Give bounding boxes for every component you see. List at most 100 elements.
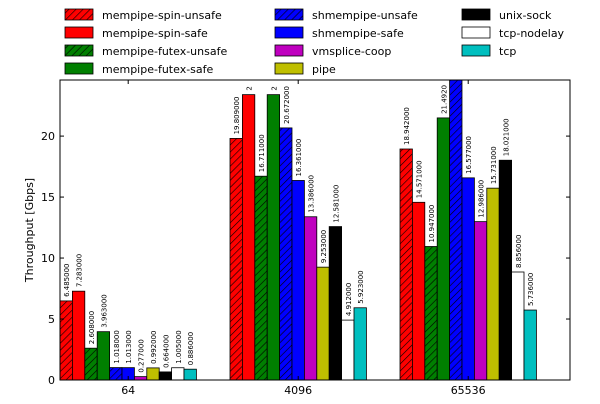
bar-value-label: 10.947000: [428, 205, 436, 243]
legend-label: unix-sock: [499, 9, 552, 22]
y-tick-label: 20: [41, 130, 55, 143]
bar-value-label: 2.608000: [88, 311, 96, 344]
bar-value-label: 20.672000: [283, 86, 291, 124]
bar: [511, 271, 525, 381]
legend-label: vmsplice-coop: [312, 45, 391, 58]
bar-value-label: 1.018000: [113, 330, 121, 363]
plot-frame: [59, 79, 571, 381]
bar-value-label: 12.581000: [332, 185, 340, 223]
bar-value-label: 18.942000: [403, 107, 411, 145]
bar-value-label: 14.571000: [416, 160, 424, 198]
bar: [498, 159, 513, 381]
legend-swatch: [64, 26, 94, 39]
bar-value-label: 8.856000: [515, 235, 523, 268]
bar-value-label: 13.386000: [308, 175, 316, 213]
bars: [59, 79, 537, 381]
y-tick-label: 15: [41, 191, 55, 204]
legend-swatch: [274, 44, 304, 57]
bar: [241, 94, 256, 381]
legend: mempipe-spin-unsafe mempipe-spin-safe memp…: [64, 8, 565, 76]
bar-hatch: [109, 367, 122, 380]
bar-hatch: [254, 176, 268, 380]
bar-value-label: 19.809000: [233, 97, 241, 135]
bar: [523, 309, 537, 381]
legend-swatch-hatch: [275, 9, 303, 20]
bar: [266, 94, 281, 381]
legend-label: tcp-nodelay: [499, 27, 565, 40]
x-tick-label: 65536: [451, 384, 486, 397]
legend-label: mempipe-spin-safe: [102, 27, 208, 40]
bar-value-label: 4.912000: [345, 283, 353, 316]
legend-swatch: [461, 8, 491, 21]
legend-swatch-hatch: [65, 9, 93, 20]
legend-swatch: [274, 62, 304, 75]
bar-hatch: [400, 149, 413, 380]
y-tick-label: 0: [48, 374, 55, 387]
bar: [341, 319, 355, 381]
bar-value-label: 15.731000: [490, 146, 498, 184]
legend-swatch: [461, 44, 491, 57]
bar: [353, 307, 367, 381]
bar: [291, 180, 305, 381]
bar-value-label: 7.283000: [76, 254, 84, 287]
bar-value-label: 12.986000: [478, 180, 486, 218]
legend-label: mempipe-futex-safe: [102, 63, 214, 76]
legend-swatch: [274, 26, 304, 39]
bar: [303, 216, 318, 381]
bar: [436, 117, 451, 381]
bar-hatch: [60, 300, 73, 380]
bar: [461, 177, 475, 381]
bar-hatch: [279, 127, 292, 380]
bar-hatch: [424, 246, 438, 380]
bar-value-label: 3.963000: [100, 294, 108, 327]
bar-value-label: 0.664000: [162, 334, 170, 367]
bar-value-label: 5.736000: [527, 273, 535, 306]
legend-label: shmempipe-unsafe: [312, 9, 418, 22]
bar-value-label: 0.886000: [187, 332, 195, 365]
bar: [486, 187, 500, 381]
bar-value-label: 0.992000: [150, 330, 158, 363]
bar-hatch: [230, 138, 243, 380]
bar-value-label: 6.485000: [63, 264, 71, 297]
bar-value-label: 0.277000: [138, 339, 146, 372]
bar: [146, 367, 160, 381]
bar-value-label: 9.253000: [320, 230, 328, 263]
bar-value-label: 1.013000: [125, 330, 133, 363]
x-tick-label: 4096: [284, 384, 312, 397]
legend-swatch: [64, 62, 94, 75]
bar: [183, 368, 197, 381]
bar-value-label: 16.361000: [295, 139, 303, 177]
y-axis-label: Throughput [Gbps]: [23, 178, 36, 283]
bar: [171, 367, 185, 381]
bar-value-label: 2: [270, 86, 278, 90]
legend-swatch-hatch: [65, 45, 93, 56]
bar: [316, 266, 330, 381]
bar-value-label: 5.923000: [357, 270, 365, 303]
bar: [96, 331, 110, 381]
legend-label: pipe: [312, 63, 336, 76]
bar: [411, 201, 426, 381]
bar-value-labels: 6.485000 7.283000 2.608000 3.963000 1.018000…: [63, 85, 535, 373]
bar-value-label: 16.711000: [258, 134, 266, 172]
bar-hatch: [449, 80, 462, 380]
legend-label: mempipe-futex-unsafe: [102, 45, 227, 58]
bar: [473, 221, 488, 381]
bar: [328, 226, 343, 381]
bar: [72, 290, 86, 381]
bar-hatch: [84, 348, 98, 380]
legend-label: tcp: [499, 45, 516, 58]
bar-value-label: 1.005000: [175, 330, 183, 363]
bar: [158, 371, 172, 381]
y-axis: 0 5 10 15 20: [41, 130, 570, 387]
bar: [133, 376, 148, 381]
y-tick-label: 5: [48, 313, 55, 326]
legend-swatch: [461, 26, 491, 39]
bar-value-label: 21.4920: [440, 85, 448, 114]
bar-value-label: 2: [246, 86, 254, 90]
x-tick-label: 64: [121, 384, 135, 397]
x-axis: 64 4096 65536: [121, 80, 486, 397]
legend-label: mempipe-spin-unsafe: [102, 9, 222, 22]
y-tick-label: 10: [41, 252, 55, 265]
